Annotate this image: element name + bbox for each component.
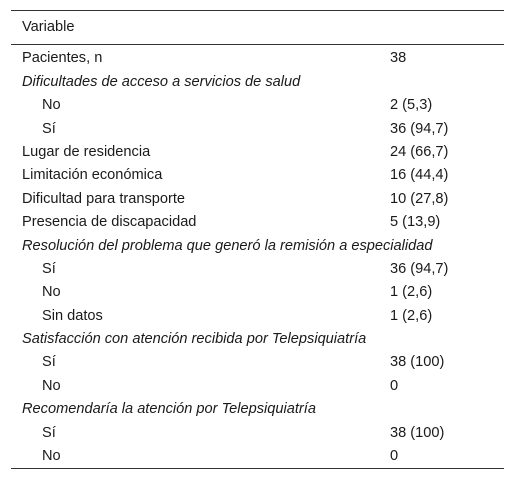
row-label: Sí xyxy=(42,120,56,137)
table-row: Sí 36 (94,7) xyxy=(11,258,504,281)
row-label: No xyxy=(42,377,61,394)
row-label: Sin datos xyxy=(42,307,103,324)
section-header-row: Dificultades de acceso a servicios de sa… xyxy=(11,70,504,93)
row-value: 38 xyxy=(390,50,407,67)
row-label: Presencia de discapacidad xyxy=(22,214,197,231)
table-row: Lugar de residencia 24 (66,7) xyxy=(11,141,504,164)
row-value: 38 (100) xyxy=(390,354,445,371)
table-row: No 0 xyxy=(11,444,504,470)
row-value: 36 (94,7) xyxy=(390,120,449,137)
section-label: Resolución del problema que generó la re… xyxy=(22,237,433,254)
table-row: Sí 36 (94,7) xyxy=(11,117,504,140)
table-row: Pacientes, n 38 xyxy=(11,45,504,71)
row-value: 0 xyxy=(377,444,504,470)
row-value: 16 (44,4) xyxy=(390,167,449,184)
row-label: Lugar de residencia xyxy=(22,143,151,160)
table-body: Pacientes, n 38 Dificultades de acceso a s… xyxy=(11,45,504,470)
row-value: 36 (94,7) xyxy=(390,260,449,277)
row-value: 0 xyxy=(390,377,399,394)
row-label: Sí xyxy=(42,354,56,371)
row-value: 38 (100) xyxy=(390,424,445,441)
row-value: 1 (2,6) xyxy=(390,307,433,324)
table-row: Limitación económica 16 (44,4) xyxy=(11,164,504,187)
row-label: No xyxy=(42,284,61,301)
table-row: Presencia de discapacidad 5 (13,9) xyxy=(11,211,504,234)
row-label: Pacientes, n xyxy=(22,50,103,67)
row-value: 10 (27,8) xyxy=(390,190,449,207)
row-label: Limitación económica xyxy=(22,167,163,184)
section-header-row: Resolución del problema que generó la re… xyxy=(11,234,504,257)
section-header-row: Recomendaría la atención por Telepsiquia… xyxy=(11,398,504,421)
row-value: 2 (5,3) xyxy=(390,97,433,114)
table-row: No 1 (2,6) xyxy=(11,281,504,304)
table-header-row: Variable xyxy=(11,10,504,45)
row-label: Sí xyxy=(42,260,56,277)
table-row: No 2 (5,3) xyxy=(11,94,504,117)
row-label: Sí xyxy=(42,424,56,441)
section-header-row: Satisfacción con atención recibida por T… xyxy=(11,328,504,351)
table-row: Sí 38 (100) xyxy=(11,421,504,444)
row-label: Dificultad para transporte xyxy=(22,190,186,207)
section-label: Recomendaría la atención por Telepsiquia… xyxy=(22,401,316,418)
table-row: No 0 xyxy=(11,374,504,397)
table-row: Dificultad para transporte 10 (27,8) xyxy=(11,187,504,210)
results-table-container: Variable Pacientes, n 38 Dificultades de a… xyxy=(11,10,504,470)
row-value: 24 (66,7) xyxy=(390,143,449,160)
row-label: No xyxy=(42,97,61,114)
row-value: 5 (13,9) xyxy=(390,214,441,231)
row-label: No xyxy=(11,444,377,470)
column-header-variable: Variable xyxy=(11,10,504,45)
table-row: Sin datos 1 (2,6) xyxy=(11,304,504,327)
results-table: Variable Pacientes, n 38 Dificultades de a… xyxy=(11,10,504,470)
section-label: Satisfacción con atención recibida por T… xyxy=(22,331,367,348)
table-row: Sí 38 (100) xyxy=(11,351,504,374)
row-value: 1 (2,6) xyxy=(390,284,433,301)
section-label: Dificultades de acceso a servicios de sa… xyxy=(22,73,301,90)
